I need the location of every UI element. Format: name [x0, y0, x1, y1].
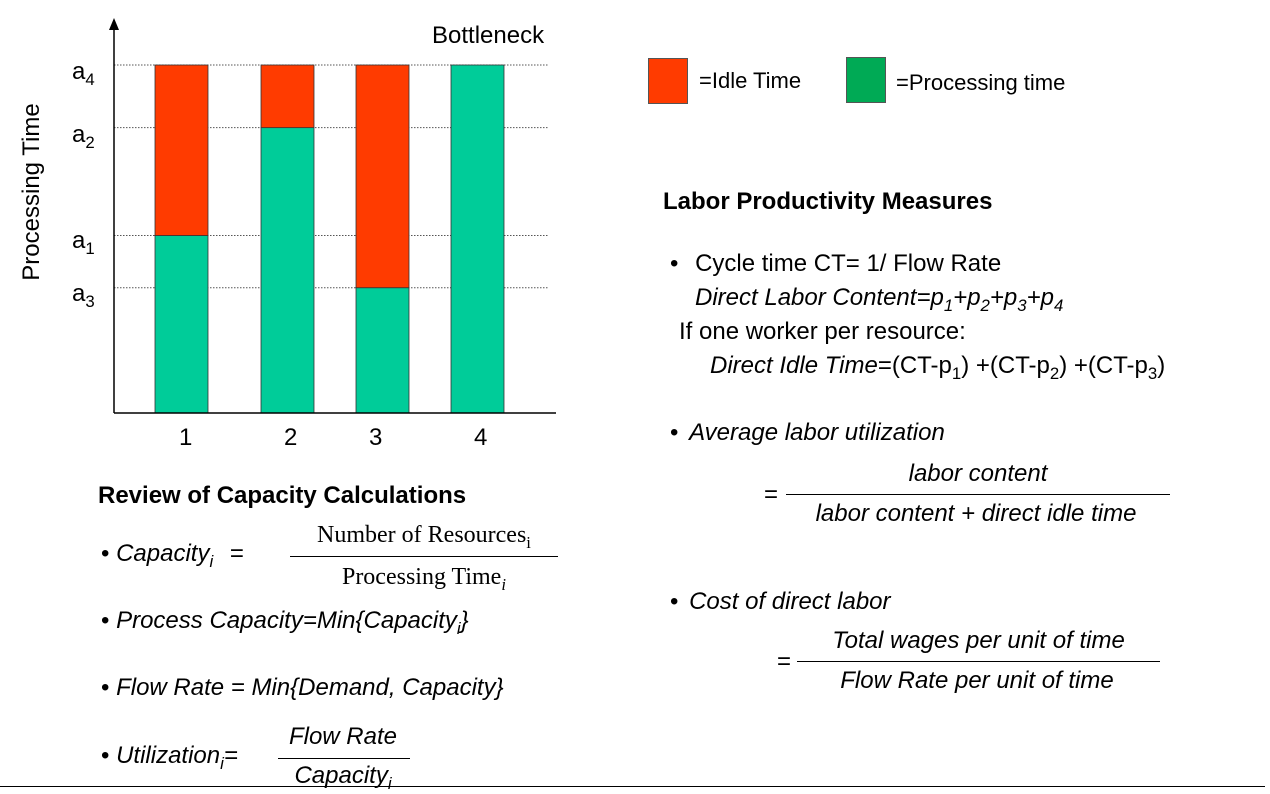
fraction-bar — [290, 556, 558, 557]
capacity-label: Capacityi — [116, 540, 214, 571]
utilization-denominator: Capacityi — [294, 762, 392, 793]
bullet: • — [101, 742, 110, 769]
y-tick-a1: a1 — [72, 227, 95, 258]
avg-util-eq: = — [764, 481, 779, 508]
flow-rate-text: Flow Rate = Min{Demand, Capacity} — [116, 674, 504, 701]
cost-item: • Cost of direct labor — [670, 588, 891, 616]
x-tick-2: 2 — [284, 424, 298, 451]
cost-denominator: Flow Rate per unit of time — [840, 667, 1114, 694]
bar-processing-1 — [154, 235, 209, 414]
y-tick-a2: a2 — [72, 121, 95, 152]
cost-text: Cost of direct labor — [689, 588, 891, 615]
utilization-label: Utilizationi= — [116, 742, 238, 773]
bullet: • — [101, 607, 110, 634]
bullet: • — [101, 540, 110, 567]
capacity-denominator: Processing Timei — [341, 564, 507, 594]
avg-util-item: • Average labor utilization — [670, 419, 945, 447]
direct-labor-content: Direct Labor Content=p1+p2+p3+p4 — [695, 284, 1064, 315]
process-capacity-item: • Process Capacity=Min{Capacityi} — [101, 607, 469, 638]
legend-swatch-processing — [846, 57, 886, 103]
x-tick-1: 1 — [179, 424, 193, 451]
bar-idle-3 — [355, 64, 410, 289]
fraction-bar — [786, 494, 1170, 495]
bottleneck-label: Bottleneck — [432, 22, 545, 49]
flow-rate-item: • Flow Rate = Min{Demand, Capacity} — [101, 674, 504, 702]
processing-time-chart: Bottleneck Processing Time a4 a2 a1 a3 1… — [0, 0, 600, 470]
review-title: Review of Capacity Calculations — [98, 482, 467, 509]
avg-util-numerator: labor content — [908, 460, 1048, 487]
avg-util-denominator: labor content + direct idle time — [815, 500, 1137, 527]
capacity-item: • Capacityi = — [101, 540, 244, 571]
legend-swatch-idle — [648, 58, 688, 104]
utilization-numerator: Flow Rate — [288, 723, 398, 750]
capacity-numerator: Number of Resourcesi — [317, 522, 531, 552]
labor-title: Labor Productivity Measures — [663, 188, 993, 215]
capacity-fraction: Number of Resourcesi Processing Timei — [290, 522, 558, 594]
cycle-time-text: Cycle time CT= 1/ Flow Rate — [695, 250, 1002, 277]
bullet: • — [670, 250, 679, 277]
utilization-fraction: Flow Rate Capacityi — [276, 723, 410, 793]
stacked-bar-chart-svg — [109, 18, 556, 414]
bullet: • — [101, 674, 110, 701]
bar-idle-2 — [260, 64, 315, 129]
bar-idle-1 — [154, 64, 209, 236]
cost-eq: = — [777, 648, 792, 675]
y-axis-label: Processing Time — [18, 103, 45, 281]
fraction-bar — [797, 661, 1160, 662]
cycle-time-item: • Cycle time CT= 1/ Flow Rate — [670, 250, 1001, 278]
avg-util-text: Average labor utilization — [689, 419, 945, 446]
one-worker-text: If one worker per resource: — [679, 318, 966, 345]
fraction-bar — [278, 758, 410, 759]
x-tick-3: 3 — [369, 424, 383, 451]
y-axis-arrow — [109, 18, 119, 30]
bullet: • — [670, 588, 679, 615]
direct-idle-time: Direct Idle Time=(CT-p1) +(CT-p2) +(CT-p… — [710, 352, 1166, 383]
avg-util-fraction: labor content labor content + direct idl… — [786, 460, 1170, 532]
bar-processing-4 — [450, 64, 505, 414]
x-tick-4: 4 — [474, 424, 488, 451]
y-tick-a3: a3 — [72, 280, 95, 311]
y-tick-a4: a4 — [72, 58, 95, 89]
dit-formula: =(CT-p1) +(CT-p2) +(CT-p3) — [877, 352, 1166, 383]
legend-label-idle: =Idle Time — [699, 68, 802, 93]
bottom-divider — [0, 786, 1265, 787]
cost-numerator: Total wages per unit of time — [832, 627, 1125, 654]
cost-fraction: Total wages per unit of time Flow Rate p… — [797, 627, 1160, 699]
utilization-item: • Utilizationi= — [101, 742, 238, 773]
bullet: • — [670, 419, 679, 446]
bar-processing-3 — [355, 287, 410, 414]
dlc-formula: =p1+p2+p3+p4 — [916, 284, 1064, 315]
legend-label-processing: =Processing time — [896, 70, 1066, 95]
process-capacity-text: Process Capacity=Min{Capacityi} — [116, 607, 469, 638]
capacity-eq: = — [229, 540, 244, 567]
bar-processing-2 — [260, 127, 315, 414]
